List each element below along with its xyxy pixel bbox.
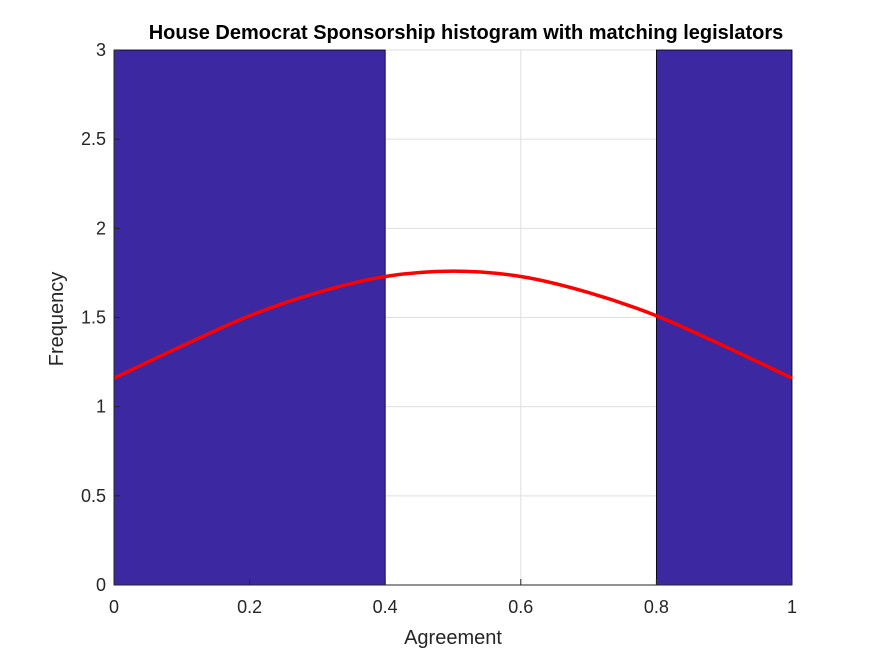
x-tick-label: 0.8 xyxy=(644,597,669,617)
fit-curve-layer xyxy=(113,269,793,380)
x-axis-label: Agreement xyxy=(404,627,502,649)
y-axis-label: Frequency xyxy=(46,272,68,367)
histogram-bar-2 xyxy=(656,49,793,586)
y-tick-label: 0 xyxy=(96,575,106,595)
y-tick-label: 1 xyxy=(96,397,106,417)
y-tick-label: 2 xyxy=(96,218,106,238)
y-tick-label: 3 xyxy=(96,40,106,60)
fit-curve-line xyxy=(113,269,793,380)
x-tick-label: 1 xyxy=(787,597,797,617)
y-tick-label: 1.5 xyxy=(81,308,106,328)
axis-layer: 0 0.2 0.4 0.6 0.8 1 0 0.5 1 1.5 2 2.5 3 xyxy=(81,40,797,617)
x-tick-label: 0.2 xyxy=(237,597,262,617)
y-tick-label: 0.5 xyxy=(81,486,106,506)
x-tick-label: 0.4 xyxy=(373,597,398,617)
chart-title: House Democrat Sponsorship histogram wit… xyxy=(149,22,784,44)
x-tick-label: 0 xyxy=(109,597,119,617)
y-tick-label: 2.5 xyxy=(81,129,106,149)
x-tick-label: 0.6 xyxy=(508,597,533,617)
